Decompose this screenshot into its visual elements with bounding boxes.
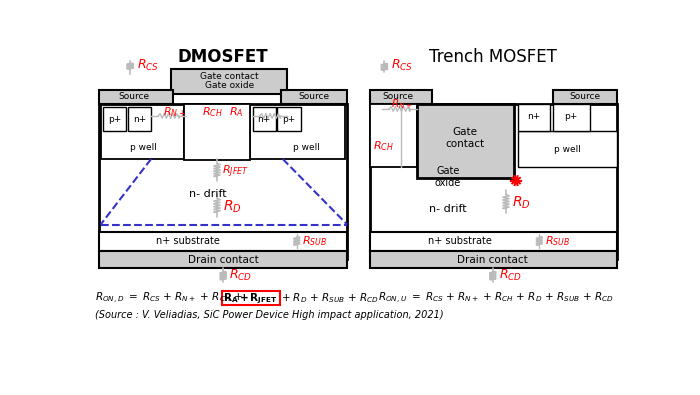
- Text: p well: p well: [554, 145, 581, 154]
- Text: Source: Source: [118, 92, 150, 101]
- Text: $R_{CS}$: $R_{CS}$: [137, 58, 159, 73]
- Bar: [370, 232, 617, 252]
- Bar: [99, 252, 347, 268]
- Bar: [101, 105, 184, 159]
- Text: Drain contact: Drain contact: [188, 255, 258, 265]
- Text: $R_{N+}$: $R_{N+}$: [162, 105, 186, 119]
- Text: Source: Source: [570, 92, 601, 101]
- Bar: [103, 107, 126, 131]
- Bar: [370, 103, 617, 259]
- Bar: [222, 292, 280, 305]
- Bar: [99, 232, 347, 252]
- Text: $R_{CD}$: $R_{CD}$: [499, 268, 522, 283]
- Bar: [370, 103, 417, 167]
- Bar: [172, 69, 288, 94]
- Text: p well: p well: [293, 143, 319, 152]
- Text: n+: n+: [258, 115, 271, 124]
- Text: $R_{CH}$: $R_{CH}$: [202, 105, 223, 119]
- Text: Source: Source: [382, 92, 413, 101]
- Text: n+: n+: [133, 115, 146, 124]
- Bar: [552, 103, 589, 131]
- Text: $R_{CD}$: $R_{CD}$: [230, 268, 253, 283]
- Bar: [253, 107, 276, 131]
- Text: $R_{ON,U}$ $=$ $R_{CS}$ $+$ $R_{N+}$ $+$ $R_{CH}$ $+$ $R_{D}$ $+$ $R_{SUB}$ $+$ : $R_{ON,U}$ $=$ $R_{CS}$ $+$ $R_{N+}$ $+$…: [378, 291, 614, 306]
- Text: p well: p well: [130, 143, 157, 152]
- Text: $R_{D}$: $R_{D}$: [512, 195, 531, 211]
- Text: n+ substrate: n+ substrate: [428, 237, 491, 246]
- Text: Source: Source: [298, 92, 330, 101]
- Text: $R_{CS}$: $R_{CS}$: [391, 58, 412, 73]
- Text: Gate oxide: Gate oxide: [204, 81, 254, 90]
- Text: Gate
contact: Gate contact: [445, 128, 484, 149]
- Text: Drain contact: Drain contact: [458, 255, 528, 265]
- Text: Gate contact: Gate contact: [200, 72, 258, 81]
- Text: n+: n+: [527, 112, 540, 121]
- Text: $R_{ON,D}$ $=$ $R_{CS}$ $+$ $R_{N+}$ $+$ $R_{CH}$ $+$: $R_{ON,D}$ $=$ $R_{CS}$ $+$ $R_{N+}$ $+$…: [95, 291, 244, 306]
- Bar: [184, 103, 251, 160]
- Text: $R_{A}$: $R_{A}$: [230, 105, 244, 119]
- Text: n+ substrate: n+ substrate: [156, 237, 220, 246]
- Bar: [99, 90, 173, 103]
- Text: (Source : V. Veliadias, SiC Power Device High impact application, 2021): (Source : V. Veliadias, SiC Power Device…: [95, 310, 444, 320]
- Text: n- drift: n- drift: [429, 204, 467, 214]
- Text: $R_{CH}$: $R_{CH}$: [372, 139, 393, 153]
- Bar: [417, 103, 514, 178]
- Bar: [552, 90, 617, 103]
- Text: $R_{SUB}$: $R_{SUB}$: [302, 235, 328, 248]
- Bar: [99, 103, 347, 259]
- Bar: [517, 131, 617, 167]
- Bar: [128, 107, 151, 131]
- Text: $+$ $R_{D}$ $+$ $R_{SUB}$ $+$ $R_{CD}$: $+$ $R_{D}$ $+$ $R_{SUB}$ $+$ $R_{CD}$: [281, 292, 379, 305]
- Text: $R_{N+}$: $R_{N+}$: [391, 97, 413, 111]
- Bar: [281, 90, 347, 103]
- Text: DMOSFET: DMOSFET: [178, 48, 268, 66]
- Bar: [370, 90, 433, 103]
- Text: p+: p+: [108, 115, 121, 124]
- Text: n- drift: n- drift: [189, 189, 226, 199]
- Text: Gate
oxide: Gate oxide: [435, 166, 461, 188]
- Bar: [517, 103, 550, 131]
- Bar: [251, 105, 345, 159]
- Text: p+: p+: [282, 115, 295, 124]
- Text: $R_{JFET}$: $R_{JFET}$: [222, 164, 248, 181]
- Text: p+: p+: [564, 112, 578, 121]
- Bar: [277, 107, 300, 131]
- Text: $\mathbf{R_A + R_{JFET}}$: $\mathbf{R_A + R_{JFET}}$: [223, 291, 278, 306]
- Text: Trench MOSFET: Trench MOSFET: [429, 48, 556, 66]
- Text: $R_{SUB}$: $R_{SUB}$: [545, 235, 570, 248]
- Text: $R_{D}$: $R_{D}$: [223, 199, 242, 215]
- Bar: [370, 252, 617, 268]
